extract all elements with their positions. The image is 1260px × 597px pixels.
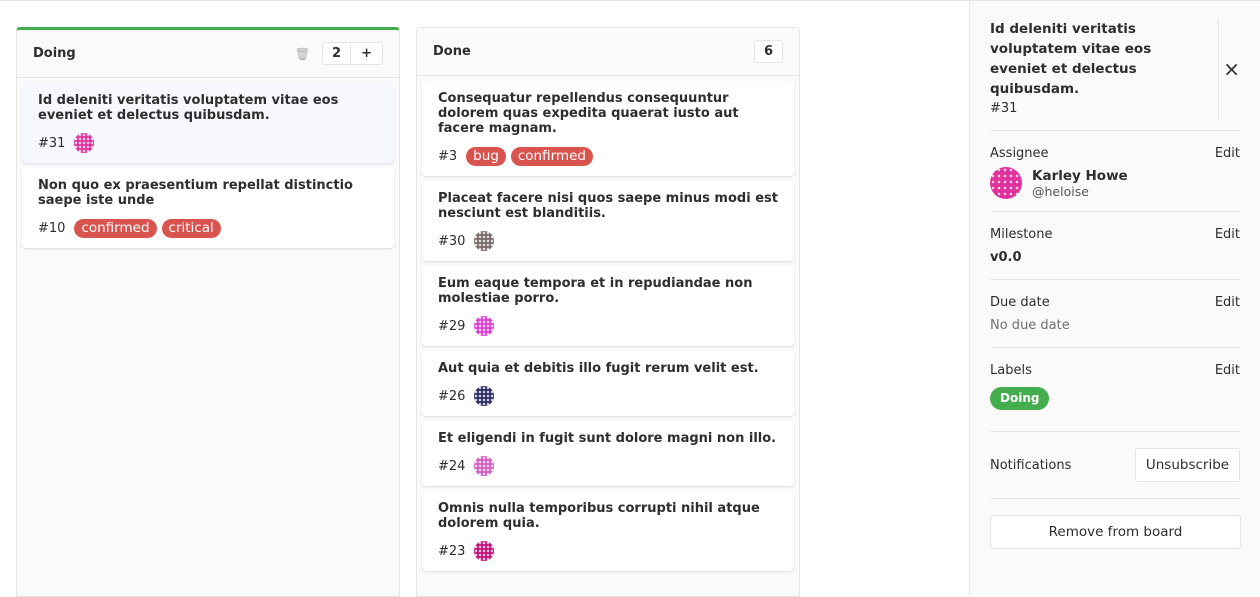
label-badge[interactable]: bug [466,146,506,166]
milestone-edit-link[interactable]: Edit [1214,227,1240,242]
assignee-section: Assignee Edit Karley Howe @heloise [990,131,1240,212]
issue-card[interactable]: Consequatur repellendus consequuntur dol… [422,81,794,176]
list-header: Doing 🗑 2 + [17,30,399,78]
board-list-done: Done 6 Consequatur repellendus consequun… [416,27,800,597]
issue-title[interactable]: Eum eaque tempora et in repudiandae non … [438,276,753,306]
assignee-edit-link[interactable]: Edit [1214,146,1240,161]
due-date-edit-link[interactable]: Edit [1214,295,1240,310]
issue-count-badge: 2 + [322,42,383,65]
unsubscribe-button[interactable]: Unsubscribe [1135,448,1240,482]
avatar[interactable] [474,316,495,336]
issue-count: 6 [763,44,773,59]
list-title: Done [433,44,471,59]
remove-from-board-button[interactable]: Remove from board [990,515,1241,549]
issue-number: #30 [438,233,466,249]
milestone-heading: Milestone [990,227,1053,242]
labels-edit-link[interactable]: Edit [1214,363,1240,378]
issue-title[interactable]: Id deleniti veritatis voluptatem vitae e… [38,93,339,123]
assignee-heading: Assignee [990,146,1049,161]
issue-card[interactable]: Non quo ex praesentium repellat distinct… [22,168,394,248]
issue-card[interactable]: Omnis nulla temporibus corrupti nihil at… [422,491,794,571]
issue-card[interactable]: Id deleniti veritatis voluptatem vitae e… [22,83,394,163]
assignee-name[interactable]: Karley Howe [1032,167,1128,184]
issue-number: #24 [438,458,466,474]
issue-card[interactable]: Eum eaque tempora et in repudiandae non … [422,266,794,346]
milestone-section: Milestone Edit v0.0 [990,212,1240,280]
avatar[interactable] [474,541,495,561]
issue-number: #31 [38,135,66,151]
sidebar-issue-number: #31 [990,101,1018,116]
avatar[interactable] [474,386,495,406]
issue-title[interactable]: Aut quia et debitis illo fugit rerum vel… [438,361,759,376]
list-header: Done 6 [417,28,799,76]
label-badge[interactable]: critical [161,218,221,238]
trash-icon[interactable]: 🗑 [294,46,311,61]
issue-number: #26 [438,388,466,404]
issue-count-badge: 6 [753,40,783,63]
notifications-section: Notifications Unsubscribe [990,432,1240,499]
issue-title[interactable]: Et eligendi in fugit sunt dolore magni n… [438,431,777,446]
labels-section: Labels Edit Doing [990,348,1240,432]
issue-number: #10 [38,220,66,236]
issue-card[interactable]: Placeat facere nisi quos saepe minus mod… [422,181,794,261]
issue-sidebar: Id deleniti veritatis voluptatem vitae e… [969,1,1260,595]
labels-heading: Labels [990,363,1032,378]
list-title: Doing [33,46,76,61]
issue-title[interactable]: Consequatur repellendus consequuntur dol… [438,91,739,136]
avatar[interactable] [474,231,495,251]
avatar[interactable] [990,167,1022,199]
issue-count: 2 [332,46,342,61]
label-badge[interactable]: confirmed [510,146,593,166]
milestone-value[interactable]: v0.0 [990,250,1022,265]
issue-card[interactable]: Et eligendi in fugit sunt dolore magni n… [422,421,794,486]
issue-number: #23 [438,543,466,559]
sidebar-header: Id deleniti veritatis voluptatem vitae e… [990,1,1240,131]
due-date-value: No due date [990,318,1070,333]
avatar[interactable] [474,456,495,476]
issue-title[interactable]: Placeat facere nisi quos saepe minus mod… [438,191,778,221]
notifications-heading: Notifications [990,457,1072,473]
add-issue-button[interactable]: + [350,43,382,64]
due-date-section: Due date Edit No due date [990,280,1240,348]
avatar[interactable] [74,133,95,153]
assignee-username: @heloise [1032,183,1089,199]
card-list: Consequatur repellendus consequuntur dol… [417,76,799,581]
due-date-heading: Due date [990,295,1050,310]
board-list-doing: Doing 🗑 2 + Id deleniti veritatis volupt… [16,27,400,597]
issue-number: #29 [438,318,466,334]
close-icon[interactable]: × [1218,19,1240,119]
issue-card[interactable]: Aut quia et debitis illo fugit rerum vel… [422,351,794,416]
card-list: Id deleniti veritatis voluptatem vitae e… [17,78,399,258]
label-badge[interactable]: confirmed [74,218,157,238]
sidebar-issue-title: Id deleniti veritatis voluptatem vitae e… [990,21,1152,97]
issue-number: #3 [438,148,458,164]
label-badge-doing[interactable]: Doing [990,387,1050,410]
issue-title[interactable]: Non quo ex praesentium repellat distinct… [38,178,353,208]
issue-title[interactable]: Omnis nulla temporibus corrupti nihil at… [438,501,760,531]
